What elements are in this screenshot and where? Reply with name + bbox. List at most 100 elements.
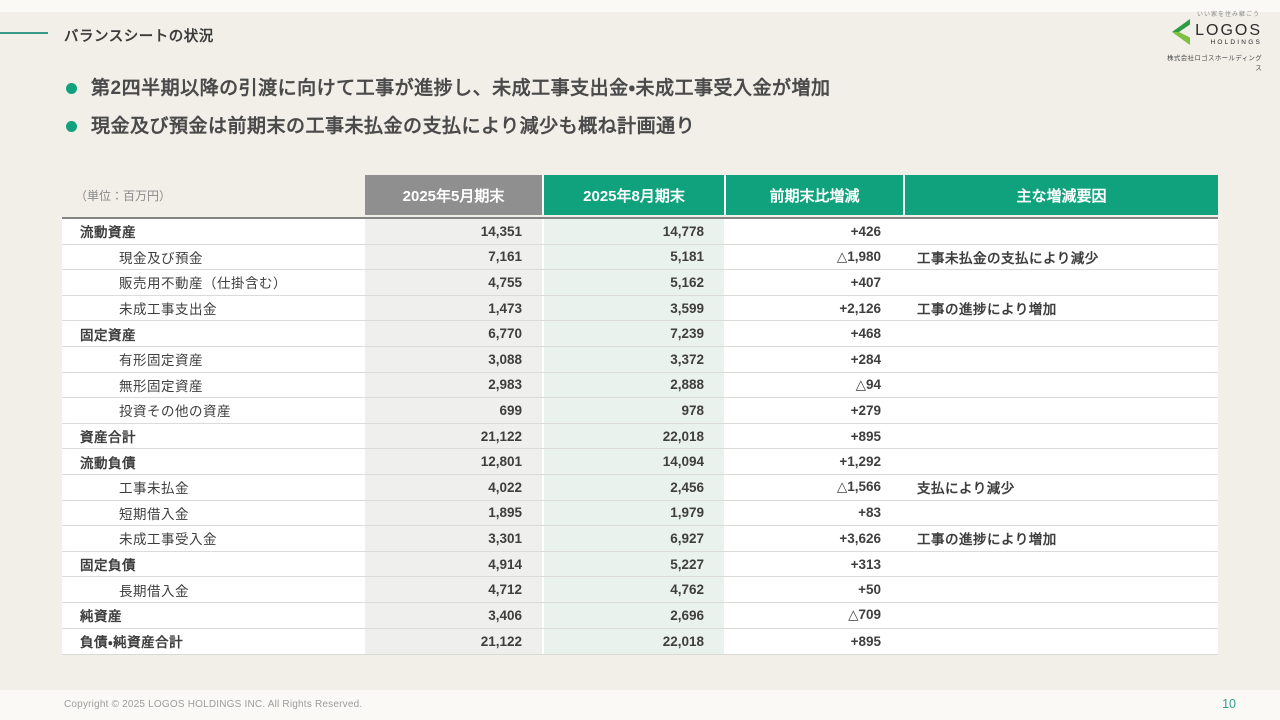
bullet-text: 第2四半期以降の引渡に向けて工事が進捗し、未成工事支出金・未成工事受入金が増加 (91, 78, 831, 99)
value-may2025: 4,755 (365, 270, 542, 295)
value-change: +313 (724, 551, 903, 577)
key-points-list: 第2四半期以降の引渡に向けて工事が進捗し、未成工事支出金・未成工事受入金が増加 … (62, 76, 831, 152)
list-item: 現金及び預金は前期末の工事未払金の支払により減少も概ね計画通り (62, 114, 831, 139)
row-note (903, 270, 1218, 295)
value-may2025: 3,406 (365, 602, 542, 628)
table-row: 未成工事支出金 1,473 3,599 +2,126 工事の進捗により増加 (62, 295, 1218, 322)
row-note (903, 398, 1218, 423)
value-change: +426 (724, 219, 903, 244)
title-accent-line (0, 32, 48, 34)
value-may2025: 2,983 (365, 372, 542, 398)
row-note: 工事の進捗により増加 (903, 526, 1218, 551)
value-change: +895 (724, 628, 903, 655)
value-change: △94 (724, 372, 903, 398)
column-header-change: 前期末比増減 (724, 175, 903, 215)
row-note (903, 602, 1218, 628)
row-label: 販売用不動産（仕掛含む） (62, 270, 365, 295)
value-change: △1,980 (724, 244, 903, 270)
row-note: 工事の進捗により増加 (903, 295, 1218, 321)
value-change: △1,566 (724, 474, 903, 500)
table-row: 販売用不動産（仕掛含む） 4,755 5,162 +407 (62, 270, 1218, 296)
column-header-may2025: 2025年5月期末 (365, 175, 542, 215)
value-change: +2,126 (724, 295, 903, 321)
value-aug2025: 2,456 (542, 474, 724, 500)
value-change: +3,626 (724, 526, 903, 551)
value-may2025: 7,161 (365, 244, 542, 270)
row-note (903, 500, 1218, 526)
value-may2025: 3,088 (365, 346, 542, 372)
value-aug2025: 22,018 (542, 423, 724, 449)
value-aug2025: 4,762 (542, 577, 724, 602)
table-row: 無形固定資産 2,983 2,888 △94 (62, 372, 1218, 399)
table-row: 固定負債 4,914 5,227 +313 (62, 551, 1218, 578)
table-row: 固定資産 6,770 7,239 +468 (62, 321, 1218, 347)
value-aug2025: 7,239 (542, 321, 724, 346)
table-row: 現金及び預金 7,161 5,181 △1,980 工事未払金の支払により減少 (62, 244, 1218, 271)
top-border-strip (0, 0, 1280, 12)
bottom-border-strip (0, 690, 1280, 720)
column-header-reason: 主な増減要因 (903, 175, 1218, 215)
value-may2025: 1,895 (365, 500, 542, 526)
value-aug2025: 5,162 (542, 270, 724, 295)
row-label: 純資産 (62, 602, 365, 628)
value-may2025: 4,712 (365, 577, 542, 602)
value-may2025: 21,122 (365, 423, 542, 449)
table-row: 工事未払金 4,022 2,456 △1,566 支払により減少 (62, 474, 1218, 501)
value-may2025: 3,301 (365, 526, 542, 551)
row-note (903, 219, 1218, 244)
copyright-text: Copyright © 2025 LOGOS HOLDINGS INC. All… (64, 699, 363, 710)
table-row: 未成工事受入金 3,301 6,927 +3,626 工事の進捗により増加 (62, 526, 1218, 552)
column-header-aug2025: 2025年8月期末 (542, 175, 724, 215)
row-note (903, 577, 1218, 602)
value-change: △709 (724, 602, 903, 628)
table-body: 流動資産 14,351 14,778 +426 現金及び預金 7,161 5,181 △1,9… (62, 217, 1218, 656)
value-change: +50 (724, 577, 903, 602)
value-change: +407 (724, 270, 903, 295)
value-may2025: 12,801 (365, 449, 542, 474)
value-may2025: 6,770 (365, 321, 542, 346)
logo-chevron-icon (1172, 19, 1191, 50)
row-note: 工事未払金の支払により減少 (903, 244, 1218, 270)
row-label: 負債・純資産合計 (62, 628, 365, 655)
row-note (903, 551, 1218, 577)
value-may2025: 4,914 (365, 551, 542, 577)
row-label: 未成工事支出金 (62, 295, 365, 321)
row-note (903, 423, 1218, 449)
row-label: 長期借入金 (62, 577, 365, 602)
row-note (903, 628, 1218, 655)
page-number: 10 (1222, 697, 1236, 711)
value-may2025: 1,473 (365, 295, 542, 321)
logo-wordmark: LOGOS (1195, 21, 1262, 39)
bullet-dot-icon (66, 121, 77, 132)
value-change: +279 (724, 398, 903, 423)
value-aug2025: 3,372 (542, 346, 724, 372)
row-label: 現金及び預金 (62, 244, 365, 270)
value-aug2025: 5,227 (542, 551, 724, 577)
table-row: 短期借入金 1,895 1,979 +83 (62, 500, 1218, 527)
table-row: 負債・純資産合計 21,122 22,018 +895 (62, 628, 1218, 655)
value-change: +284 (724, 346, 903, 372)
row-label: 無形固定資産 (62, 372, 365, 398)
table-row: 資産合計 21,122 22,018 +895 (62, 423, 1218, 450)
row-note (903, 321, 1218, 346)
value-may2025: 21,122 (365, 628, 542, 655)
row-label: 短期借入金 (62, 500, 365, 526)
value-aug2025: 14,778 (542, 219, 724, 244)
value-change: +895 (724, 423, 903, 449)
value-aug2025: 1,979 (542, 500, 724, 526)
table-row: 投資その他の資産 699 978 +279 (62, 398, 1218, 424)
row-note (903, 346, 1218, 372)
value-aug2025: 978 (542, 398, 724, 423)
bullet-dot-icon (66, 83, 77, 94)
row-note (903, 449, 1218, 474)
table-row: 長期借入金 4,712 4,762 +50 (62, 577, 1218, 603)
value-change: +1,292 (724, 449, 903, 474)
logo-holdings-label: HOLDINGS (1210, 38, 1262, 46)
value-aug2025: 22,018 (542, 628, 724, 655)
bullet-text: 現金及び預金は前期末の工事未払金の支払により減少も概ね計画通り (91, 116, 696, 137)
logos-holdings-logo: いい家を住み継ごう LOGOS HOLDINGS 株式会社ロゴスホールディングス (1162, 9, 1262, 72)
balance-sheet-table: （単位：百万円） 2025年5月期末 2025年8月期末 前期末比増減 主な増減… (62, 175, 1218, 656)
row-label: 有形固定資産 (62, 346, 365, 372)
table-row: 流動負債 12,801 14,094 +1,292 (62, 449, 1218, 475)
